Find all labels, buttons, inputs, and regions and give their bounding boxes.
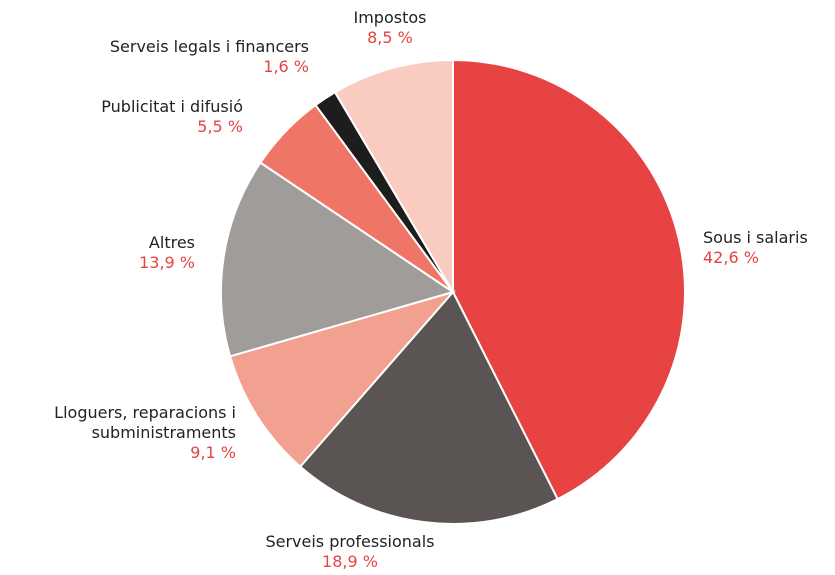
value-label: 8,5 %	[367, 28, 413, 47]
pie-slice	[228, 290, 456, 469]
category-name: Lloguers, reparacions i subministraments	[54, 403, 236, 442]
slice-label: Impostos 8,5 %	[190, 8, 590, 48]
slice-label: Altres 13,9 %	[0, 233, 195, 273]
category-name: Altres	[148, 233, 195, 252]
pie-slice	[333, 58, 454, 296]
category-name: Sous i salaris	[703, 228, 808, 247]
category-name: Serveis professionals	[265, 532, 435, 551]
pie-slice	[220, 161, 456, 358]
slice-label: Publicitat i difusió 5,5 %	[0, 97, 243, 137]
value-label: 5,5 %	[197, 117, 243, 136]
category-name: Publicitat i difusió	[101, 97, 243, 116]
value-label: 18,9 %	[322, 552, 378, 571]
value-label: 42,6 %	[703, 248, 759, 267]
slice-label: Lloguers, reparacions i subministraments…	[26, 403, 236, 463]
category-name: Impostos	[353, 8, 427, 27]
value-label: 9,1 %	[190, 443, 236, 462]
slice-label: Sous i salaris 42,6 %	[703, 228, 808, 268]
slice-label: Serveis legals i financers 1,6 %	[0, 37, 309, 77]
slice-label: Serveis professionals 18,9 %	[150, 532, 550, 572]
value-label: 13,9 %	[139, 253, 195, 272]
value-label: 1,6 %	[263, 57, 309, 76]
pie-slice	[298, 290, 559, 525]
pie-slice	[452, 58, 686, 501]
category-name: Serveis legals i financers	[109, 37, 309, 56]
